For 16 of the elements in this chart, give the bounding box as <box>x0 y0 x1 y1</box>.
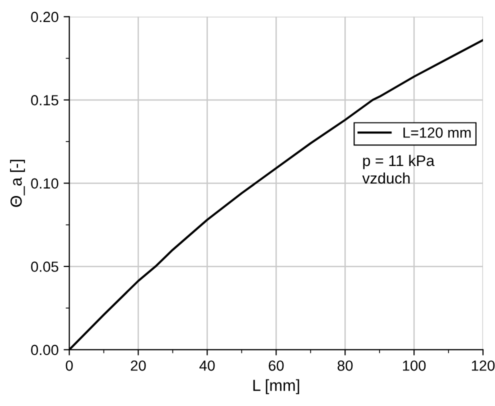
x-tick-label: 100 <box>402 360 426 371</box>
y-tick-label: 0.15 <box>31 95 58 106</box>
y-axis-title: Θ_a [-] <box>10 160 25 207</box>
x-tick-label: 60 <box>268 360 284 371</box>
y-tick-label: 0.05 <box>31 262 58 272</box>
annotation: p = 11 kPa vzduch <box>362 154 435 184</box>
x-tick-label: 80 <box>338 360 353 371</box>
x-axis-title: L [mm] <box>253 379 300 394</box>
x-tick-label: 40 <box>199 360 215 371</box>
legend-label: L=120 mm <box>403 128 471 138</box>
x-tick-label: 20 <box>130 360 146 371</box>
y-tick-label: 0.10 <box>31 178 58 189</box>
y-tick-label: 0.20 <box>31 12 58 22</box>
x-tick-label: 0 <box>66 360 73 371</box>
x-tick-label: 120 <box>472 360 495 371</box>
y-tick-label: 0.00 <box>31 344 58 356</box>
